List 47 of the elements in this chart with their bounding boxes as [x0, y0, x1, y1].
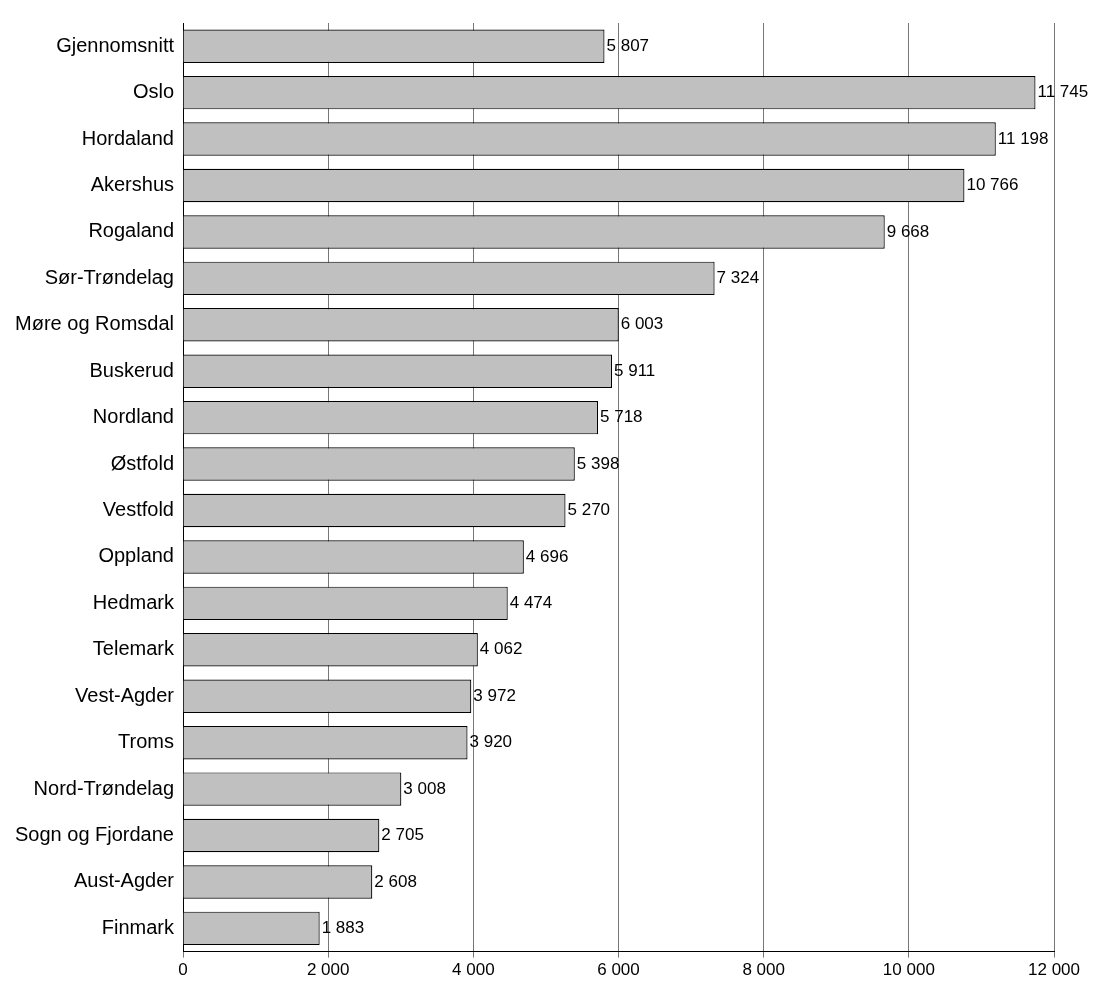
data-label: 4 062 — [479, 639, 523, 659]
y-tick-label: Oslo — [132, 80, 174, 103]
data-label: 3 920 — [469, 732, 513, 752]
data-label: 4 696 — [525, 546, 569, 566]
data-label: 11 198 — [997, 128, 1049, 148]
y-tick-label: Telemark — [92, 637, 175, 660]
y-tick-label: Møre og Romsdal — [15, 312, 174, 335]
y-tick-label: Vest-Agder — [75, 683, 175, 706]
x-tick-label: 12 000 — [1028, 960, 1080, 980]
y-tick-label: Hordaland — [81, 126, 174, 149]
y-tick-label: Vestfold — [102, 498, 174, 521]
y-tick-label: Troms — [118, 730, 174, 753]
y-tick-label: Aust-Agder — [73, 869, 175, 892]
data-label: 5 398 — [576, 453, 620, 473]
y-tick-label: Rogaland — [88, 219, 174, 242]
x-tick-label: 10 000 — [882, 960, 935, 980]
y-tick-label: Østfold — [110, 451, 174, 474]
data-label: 11 745 — [1037, 82, 1089, 102]
y-tick-label: Nordland — [92, 405, 174, 428]
data-label: 3 008 — [403, 778, 446, 798]
y-tick-label: Sogn og Fjordane — [14, 823, 174, 846]
y-tick-label: Buskerud — [89, 358, 174, 381]
data-label: 7 324 — [716, 268, 760, 288]
data-label: 3 972 — [473, 685, 516, 705]
data-label: 6 003 — [620, 314, 664, 334]
y-tick-label: Gjennomsnitt — [56, 33, 175, 56]
data-label: 5 270 — [567, 500, 611, 520]
y-tick-label: Sør-Trøndelag — [44, 265, 174, 288]
x-tick-label: 2 000 — [306, 960, 350, 980]
data-label: 9 668 — [886, 221, 930, 241]
data-label: 1 883 — [321, 918, 365, 938]
data-label: 10 766 — [966, 175, 1019, 195]
y-tick-label: Oppland — [98, 544, 174, 567]
x-tick-label: 8 000 — [742, 960, 785, 980]
data-label: 4 474 — [509, 593, 553, 613]
y-tick-label: Hedmark — [92, 590, 175, 613]
data-label: 2 608 — [374, 871, 417, 891]
data-label: 5 911 — [614, 360, 656, 380]
data-label: 2 705 — [381, 825, 424, 845]
y-tick-label: Finmark — [101, 915, 175, 938]
data-label: 5 807 — [606, 35, 650, 55]
x-tick-label: 6 000 — [597, 960, 640, 980]
x-tick-label: 0 — [178, 960, 188, 980]
y-tick-label: Akershus — [90, 173, 174, 196]
y-tick-label: Nord-Trøndelag — [33, 776, 174, 799]
x-tick-label: 4 000 — [452, 960, 495, 980]
data-label: 5 718 — [600, 407, 643, 427]
